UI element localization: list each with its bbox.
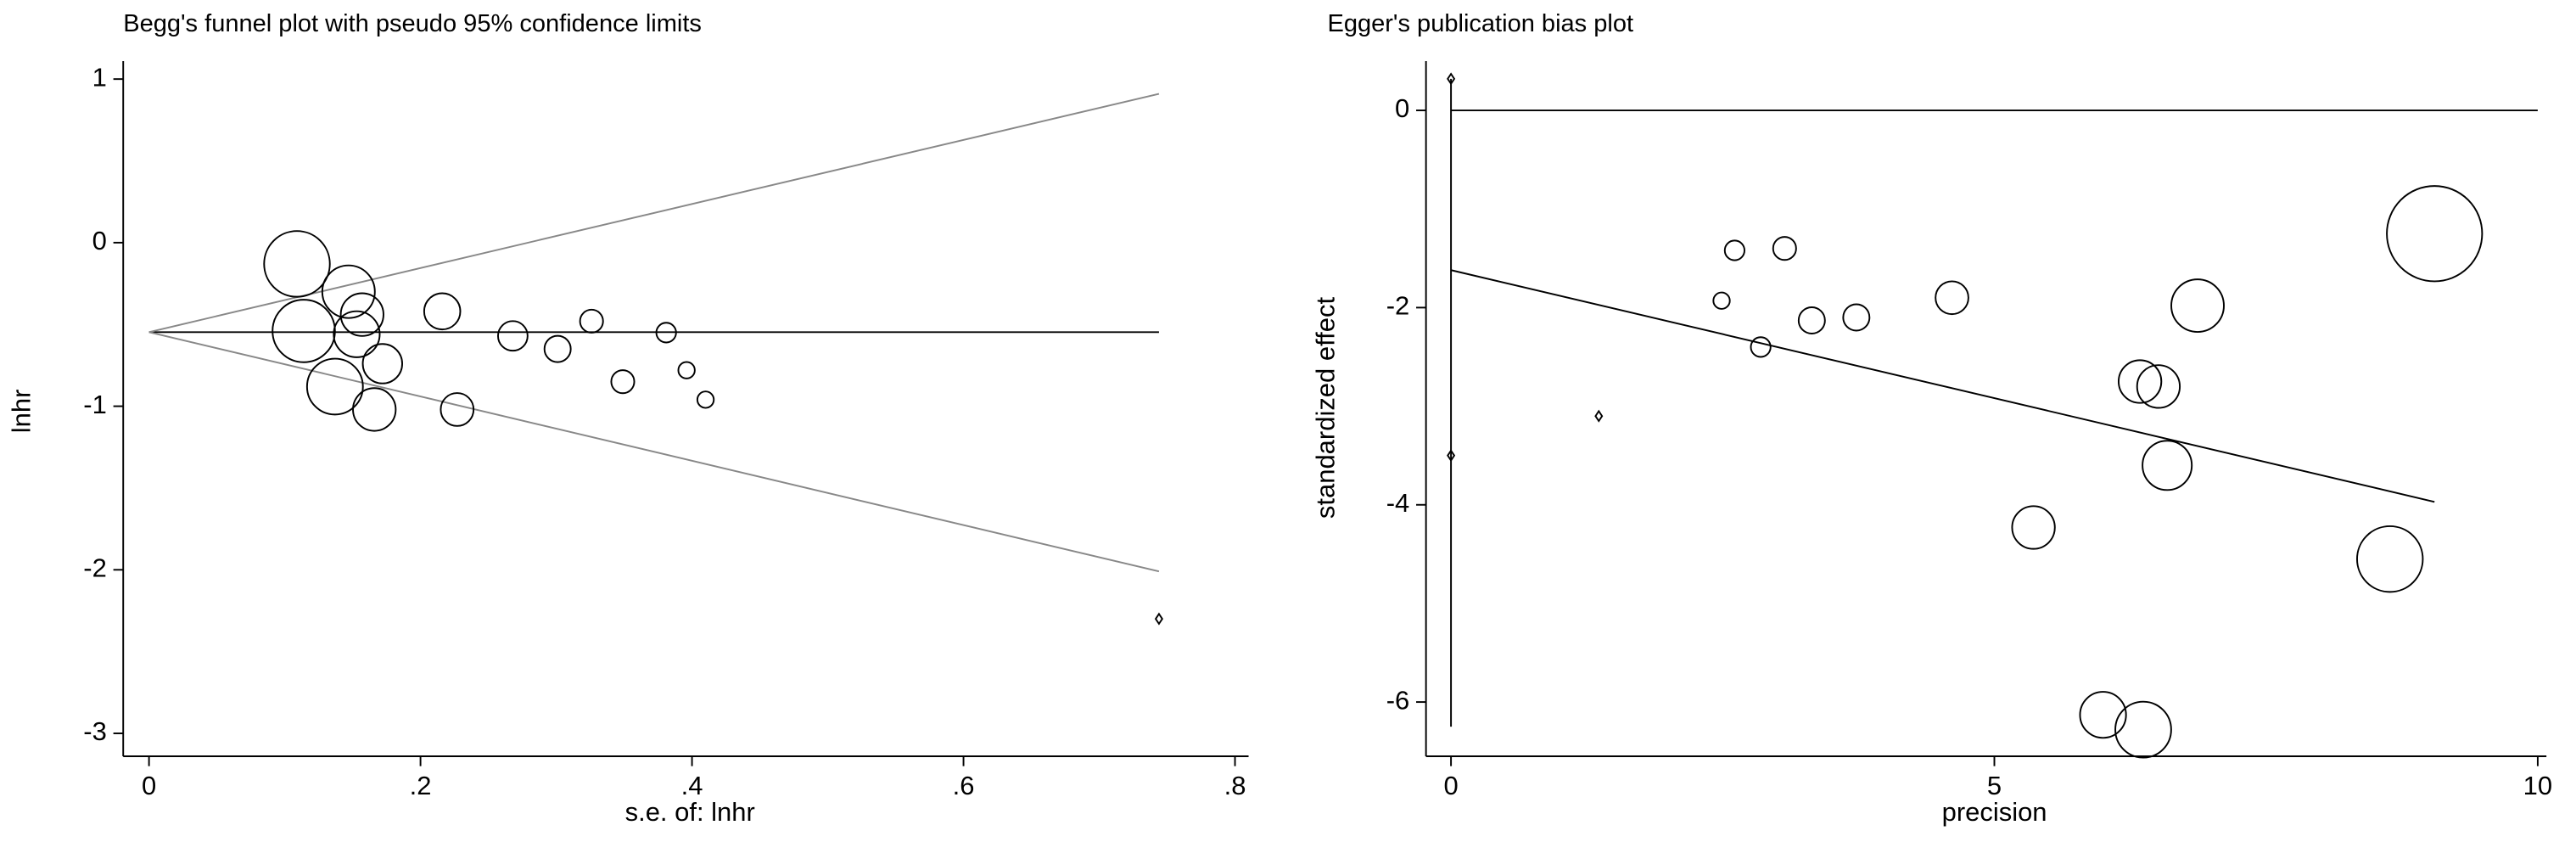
point (1712, 291, 1731, 310)
x-tick-label: 0 (142, 771, 156, 800)
point (543, 334, 572, 363)
fit-line (148, 331, 1160, 573)
point (361, 343, 403, 385)
point (655, 322, 677, 344)
y-tick-label: 0 (1395, 93, 1409, 123)
chart-title: Begg's funnel plot with pseudo 95% confi… (123, 10, 702, 37)
x-tick-label: .8 (1224, 771, 1246, 800)
chart-title: Egger's publication bias plot (1327, 10, 1633, 37)
x-axis-title: s.e. of: lnhr (625, 797, 755, 827)
y-tick-label: -2 (83, 553, 107, 582)
y-tick-label: -4 (1386, 488, 1410, 518)
point (352, 387, 397, 432)
point (2117, 359, 2163, 404)
point (1447, 72, 1456, 86)
y-tick-label: -3 (83, 716, 107, 746)
point (579, 308, 604, 334)
point (1935, 280, 1969, 316)
y-tick-label: 0 (92, 226, 107, 255)
point (2356, 525, 2424, 593)
point (339, 292, 384, 337)
x-tick-label: .4 (681, 771, 703, 800)
point (440, 392, 475, 427)
point (496, 320, 529, 352)
point (610, 369, 636, 395)
x-tick-label: .2 (410, 771, 432, 800)
point (333, 310, 381, 358)
point (677, 361, 696, 379)
x-tick-label: 0 (1443, 771, 1458, 800)
y-tick-label: -1 (83, 390, 107, 419)
point (696, 390, 715, 409)
x-tick-label: 5 (1987, 771, 2002, 800)
point (1447, 449, 1456, 463)
point (423, 292, 462, 331)
point (2011, 505, 2056, 550)
y-tick-label: -6 (1386, 685, 1410, 715)
point (1772, 236, 1797, 261)
point (1797, 306, 1826, 334)
point (2386, 185, 2484, 283)
point (2142, 440, 2193, 491)
point (2079, 691, 2127, 739)
point (263, 230, 331, 298)
point (2136, 364, 2181, 409)
point (2114, 700, 2172, 759)
x-tick-label: 10 (2523, 771, 2552, 800)
point (1594, 409, 1604, 423)
x-axis-title: precision (1942, 797, 2047, 827)
y-tick-label: -2 (1386, 291, 1410, 321)
point (2170, 278, 2225, 334)
point (1723, 239, 1745, 261)
point (1842, 303, 1871, 332)
point (272, 299, 336, 363)
fit-line (148, 93, 1160, 334)
fit-line (1450, 269, 2435, 503)
point (321, 264, 376, 319)
y-axis-title: lnhr (6, 390, 36, 434)
y-tick-label: 1 (92, 62, 107, 92)
point (1750, 336, 1772, 358)
point (305, 357, 364, 416)
x-tick-label: .6 (953, 771, 975, 800)
point (1154, 612, 1163, 626)
y-axis-title: standardized effect (1311, 297, 1341, 519)
